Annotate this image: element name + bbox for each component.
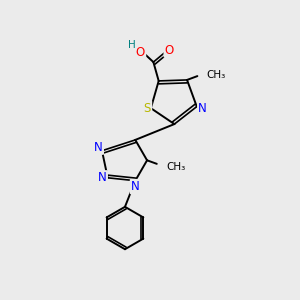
Text: N: N <box>94 141 103 154</box>
Text: N: N <box>98 171 107 184</box>
Text: S: S <box>144 102 151 115</box>
Text: CH₃: CH₃ <box>166 162 185 172</box>
Text: CH₃: CH₃ <box>206 70 225 80</box>
Text: N: N <box>131 180 140 193</box>
Text: O: O <box>165 44 174 56</box>
Text: O: O <box>136 46 145 59</box>
Text: H: H <box>128 40 136 50</box>
Text: N: N <box>198 102 207 115</box>
